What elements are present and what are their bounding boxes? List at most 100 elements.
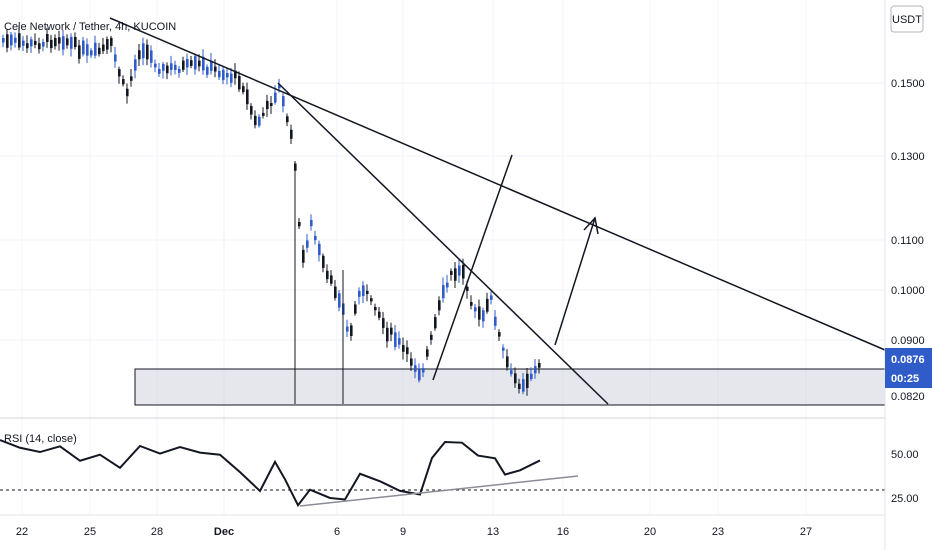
candle [10, 34, 13, 46]
candle [310, 219, 313, 227]
candle [438, 300, 441, 311]
candle [382, 318, 385, 328]
candle [94, 42, 97, 56]
last-price: 0.0876 [891, 354, 925, 366]
candle [198, 60, 201, 67]
upper-trendline[interactable] [109, 17, 886, 351]
candle [466, 286, 469, 291]
candle [14, 37, 17, 43]
candle [102, 44, 105, 52]
date-label: 28 [151, 526, 163, 538]
candle [254, 115, 257, 126]
candle [378, 311, 381, 318]
candle [278, 84, 281, 89]
candle [162, 63, 165, 71]
candle [174, 64, 177, 70]
candle [386, 327, 389, 342]
candle [526, 373, 529, 388]
candle [354, 304, 357, 314]
candle [122, 79, 125, 85]
candle [298, 222, 301, 227]
candle [370, 298, 373, 302]
candle [218, 70, 221, 78]
rsi-line[interactable] [0, 439, 541, 508]
candle [326, 270, 329, 280]
candle [362, 285, 365, 297]
candle [374, 306, 377, 311]
candle [478, 306, 481, 320]
candle [178, 68, 181, 73]
candle [114, 54, 117, 62]
candle [202, 56, 205, 71]
candle [130, 76, 133, 81]
candle [270, 103, 273, 107]
price-tick: 0.0820 [891, 391, 925, 403]
price-axis[interactable]: USDT 0.1500 0.1300 0.1100 0.1000 0.0900 … [884, 0, 932, 550]
candle [262, 112, 265, 116]
grid [0, 0, 885, 515]
candle [402, 345, 405, 352]
candle [90, 50, 93, 56]
candle [302, 249, 305, 263]
candle [462, 265, 465, 279]
candle [430, 334, 433, 340]
candle [322, 255, 325, 268]
candle [538, 362, 541, 368]
candle [166, 65, 169, 74]
candle [98, 47, 101, 55]
candle [82, 40, 85, 55]
candle [214, 66, 217, 72]
candle [470, 302, 473, 306]
candle [530, 373, 533, 380]
date-label: 16 [557, 526, 569, 538]
candle [346, 326, 349, 332]
candle [274, 92, 277, 103]
candle [534, 366, 537, 374]
candle [142, 43, 145, 59]
rising-trendline[interactable] [432, 154, 513, 381]
candle [426, 349, 429, 357]
candle [398, 338, 401, 345]
candle [30, 39, 33, 47]
candle [230, 73, 233, 83]
candle [66, 38, 69, 46]
candle [514, 373, 517, 384]
candle [186, 58, 189, 68]
candles [2, 25, 541, 396]
support-zone[interactable] [134, 368, 886, 406]
candle [38, 43, 41, 50]
candle [494, 316, 497, 326]
candle [210, 60, 213, 71]
date-axis[interactable]: 22 25 28 Dec 6 9 13 16 20 23 27 [0, 514, 885, 538]
currency-badge[interactable] [890, 5, 924, 33]
candle [50, 39, 53, 49]
candle [78, 45, 81, 59]
candle [26, 43, 29, 49]
candle [250, 106, 253, 115]
candle [222, 69, 225, 81]
rsi-divergence-line[interactable] [299, 475, 579, 507]
candle [126, 88, 129, 97]
candle [474, 307, 477, 312]
candle [406, 347, 409, 355]
candle [18, 33, 21, 48]
candle [170, 63, 173, 70]
candle [458, 265, 461, 276]
candle [518, 383, 521, 389]
candle [306, 240, 309, 248]
projection-arrow[interactable] [554, 217, 596, 346]
candle [86, 44, 89, 56]
candle [182, 60, 185, 70]
candle [46, 34, 49, 42]
candle [338, 293, 341, 308]
candle [506, 356, 509, 368]
candle [314, 235, 317, 241]
rsi-tick: 50.00 [891, 449, 919, 461]
candle [146, 44, 149, 60]
candle [450, 271, 453, 275]
candle [58, 37, 61, 44]
lower-trendline[interactable] [277, 82, 609, 405]
candle [454, 268, 457, 281]
last-price-badge [885, 348, 932, 388]
